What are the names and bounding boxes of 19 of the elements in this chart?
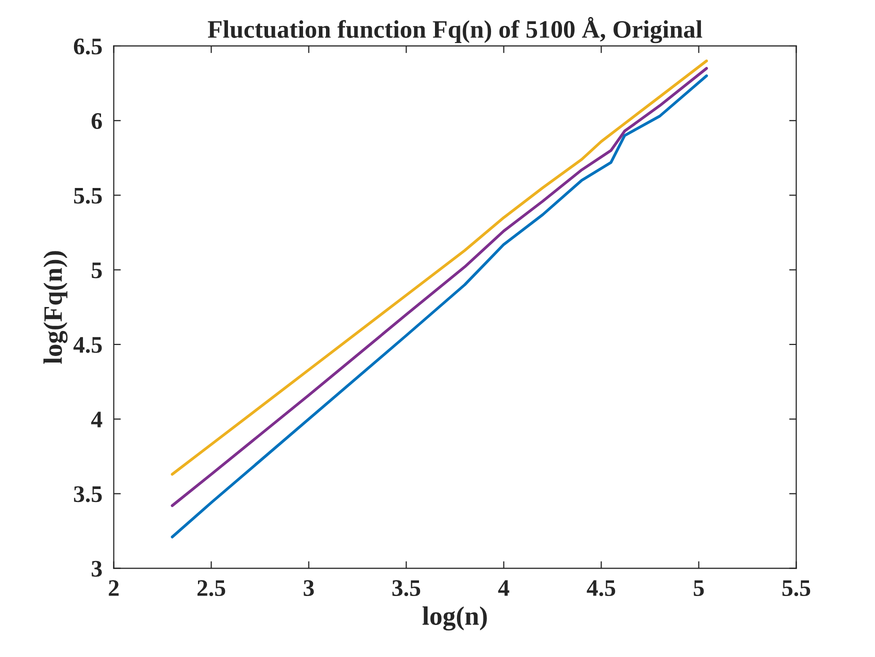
y-tick-label: 3 <box>92 560 102 577</box>
x-tick-label: 4 <box>498 580 510 596</box>
x-tick-label: 5.5 <box>782 580 810 596</box>
x-tick-label: 3.5 <box>392 580 420 596</box>
x-tick-label: 5 <box>694 580 704 596</box>
x-tick-label: 3 <box>304 580 314 596</box>
x-tick-label: 2.5 <box>197 580 226 596</box>
chart-title: Fluctuation function Fq(n) of 5100 Å, Original <box>208 17 702 44</box>
x-tick-label: 4.5 <box>586 580 616 596</box>
y-tick-label: 5 <box>92 262 102 278</box>
y-tick-label: 4 <box>91 412 102 428</box>
y-tick-label: 5.5 <box>74 188 102 204</box>
y-tick-label: 4.5 <box>73 337 102 353</box>
y-axis-title: log(Fq(n)) <box>43 251 68 364</box>
x-tick-label: 2 <box>108 580 119 596</box>
x-axis-title: log(n) <box>422 606 487 631</box>
y-tick-label: 3.5 <box>74 486 102 502</box>
y-tick-label: 6.5 <box>74 38 102 55</box>
y-tick-label: 6 <box>92 113 102 130</box>
